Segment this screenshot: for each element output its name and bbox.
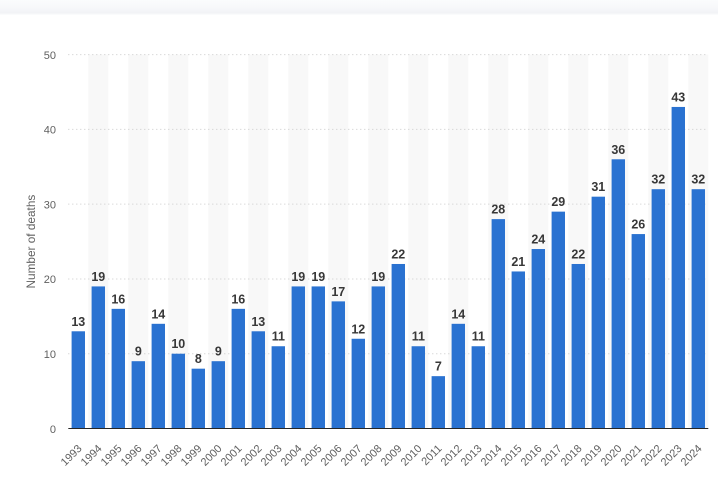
svg-text:36: 36 [611,143,625,157]
svg-text:13: 13 [71,315,85,329]
svg-text:0: 0 [50,424,56,436]
svg-text:1997: 1997 [139,443,165,469]
svg-text:28: 28 [491,203,505,217]
svg-text:19: 19 [291,270,305,284]
svg-text:2014: 2014 [479,443,505,469]
svg-text:2013: 2013 [459,443,485,469]
svg-text:19: 19 [91,270,105,284]
svg-text:43: 43 [671,90,685,104]
svg-text:2021: 2021 [619,443,645,469]
svg-text:2009: 2009 [379,443,405,469]
svg-text:13: 13 [251,315,265,329]
svg-text:14: 14 [451,307,465,321]
svg-text:2017: 2017 [539,443,565,469]
svg-text:2003: 2003 [259,443,285,469]
svg-text:1998: 1998 [159,443,185,469]
svg-text:11: 11 [272,330,285,344]
svg-text:2011: 2011 [419,443,444,468]
svg-text:2000: 2000 [199,443,225,469]
svg-text:2008: 2008 [359,443,385,469]
svg-text:21: 21 [511,255,525,269]
svg-text:2018: 2018 [559,443,585,469]
svg-text:20: 20 [44,274,56,286]
svg-text:2020: 2020 [599,443,625,469]
svg-text:10: 10 [44,349,56,361]
svg-text:2004: 2004 [279,443,305,469]
svg-text:2007: 2007 [339,443,365,469]
svg-text:26: 26 [631,218,645,232]
svg-text:2006: 2006 [319,443,345,469]
svg-text:10: 10 [171,337,185,351]
svg-text:16: 16 [111,292,125,306]
svg-text:11: 11 [472,330,485,344]
svg-text:24: 24 [531,233,545,247]
svg-text:1996: 1996 [119,443,145,469]
svg-text:22: 22 [391,247,405,261]
svg-text:19: 19 [311,270,325,284]
svg-text:2005: 2005 [299,443,325,469]
svg-text:32: 32 [691,173,705,187]
svg-text:9: 9 [215,345,222,359]
svg-text:50: 50 [44,50,56,62]
svg-text:2016: 2016 [519,443,545,469]
svg-text:1995: 1995 [99,443,125,469]
svg-text:29: 29 [551,195,565,209]
svg-text:2010: 2010 [399,443,425,469]
svg-text:7: 7 [435,360,442,374]
svg-text:1993: 1993 [59,443,85,469]
svg-text:2012: 2012 [439,443,465,469]
svg-text:2023: 2023 [659,443,685,469]
svg-text:14: 14 [151,307,165,321]
svg-text:1994: 1994 [79,443,105,469]
svg-text:1999: 1999 [179,443,205,469]
svg-text:30: 30 [44,199,56,211]
svg-text:Number of deaths: Number of deaths [24,195,38,289]
svg-text:17: 17 [331,285,345,299]
svg-text:11: 11 [412,330,425,344]
svg-text:2024: 2024 [679,443,705,469]
svg-text:16: 16 [231,292,245,306]
svg-text:2001: 2001 [219,443,245,469]
svg-text:40: 40 [44,125,56,137]
svg-text:22: 22 [571,247,585,261]
svg-text:32: 32 [651,173,665,187]
svg-text:2002: 2002 [239,443,265,469]
svg-text:12: 12 [351,322,365,336]
svg-text:2015: 2015 [499,443,525,469]
svg-text:2022: 2022 [639,443,665,469]
svg-text:2019: 2019 [579,443,605,469]
svg-text:9: 9 [135,345,142,359]
svg-text:8: 8 [195,352,202,366]
svg-text:31: 31 [591,180,605,194]
svg-text:19: 19 [371,270,385,284]
